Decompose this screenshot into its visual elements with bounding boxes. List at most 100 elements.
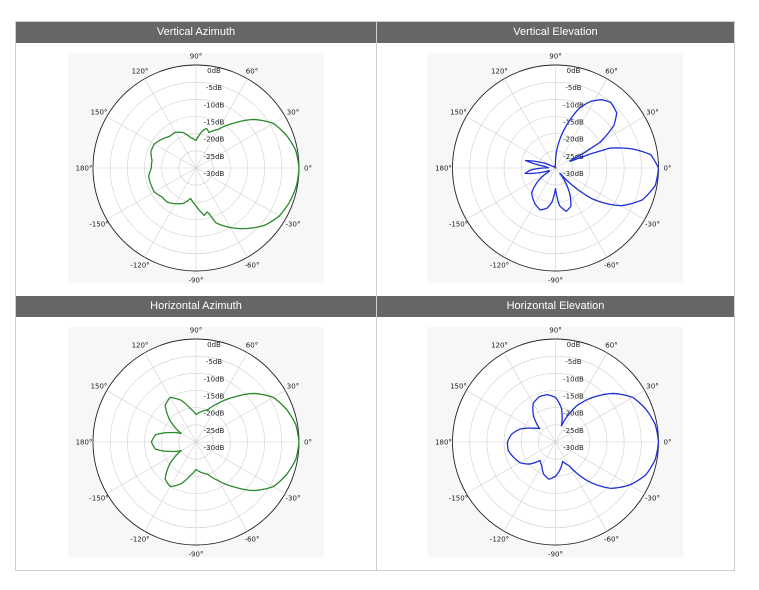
angle-tick-label: 180° <box>435 165 452 173</box>
radial-tick-label: -15dB <box>204 119 225 127</box>
radial-tick-label: -5dB <box>565 84 581 92</box>
grid-spoke <box>106 167 197 220</box>
radial-tick-label: -20dB <box>204 410 225 418</box>
grid-spoke <box>195 167 248 258</box>
radial-tick-label: -25dB <box>563 153 584 161</box>
radial-tick-label: 0dB <box>567 67 581 75</box>
angle-tick-label: 30° <box>287 383 299 391</box>
radial-tick-label: -20dB <box>204 136 225 144</box>
angle-tick-label: 150° <box>91 109 108 117</box>
angle-tick-label: -60° <box>604 261 619 269</box>
angle-tick-label: 180° <box>76 165 93 173</box>
grid-spoke <box>195 352 248 443</box>
grid-spoke <box>195 167 286 220</box>
grid-spoke <box>555 167 608 258</box>
radial-tick-label: -30dB <box>204 444 225 452</box>
angle-tick-label: 30° <box>287 109 299 117</box>
radiation-pattern-line <box>506 392 660 489</box>
grid-spoke <box>195 441 286 494</box>
angle-tick-label: 60° <box>246 342 258 350</box>
angle-tick-label: 60° <box>246 68 258 76</box>
grid-spoke <box>195 78 248 169</box>
polar-plot-grid: Vertical Azimuth 0° 30° 60° 90° 120° 150° 180°… <box>15 21 735 571</box>
radial-tick-label: -5dB <box>206 358 222 366</box>
polar-chart-vertical-azimuth: 0° 30° 60° 90° 120° 150° 180° -150° -120° -90° -60… <box>68 53 324 285</box>
angle-tick-label: -60° <box>245 261 260 269</box>
radial-tick-label: -10dB <box>563 101 584 109</box>
angle-tick-label: 90° <box>549 327 561 335</box>
angle-tick-label: 30° <box>646 109 658 117</box>
grid-spoke <box>503 78 556 169</box>
radial-tick-label: -15dB <box>204 393 225 401</box>
radial-tick-label: -10dB <box>204 375 225 383</box>
angle-tick-label: -90° <box>189 551 204 559</box>
angle-tick-label: 60° <box>605 68 617 76</box>
angle-tick-label: -150° <box>89 495 108 503</box>
panel-title: Vertical Elevation <box>377 22 734 43</box>
grid-spoke <box>466 167 556 220</box>
radial-tick-label: -20dB <box>563 410 584 418</box>
panel-title: Vertical Azimuth <box>16 22 376 43</box>
grid-spoke <box>466 116 556 169</box>
angle-tick-label: 60° <box>605 342 617 350</box>
angle-tick-label: 120° <box>491 68 508 76</box>
angle-tick-label: 90° <box>190 53 202 61</box>
panel-vertical-elevation: Vertical Elevation 0° 30° 60° 90° 120° 150° 18… <box>377 22 734 296</box>
radial-tick-label: 0dB <box>207 341 221 349</box>
radial-tick-label: -10dB <box>204 101 225 109</box>
radial-tick-label: 0dB <box>207 67 221 75</box>
radial-tick-label: -25dB <box>563 427 584 435</box>
radial-tick-label: -30dB <box>563 444 584 452</box>
radial-tick-label: -25dB <box>204 153 225 161</box>
angle-tick-label: 180° <box>76 439 93 447</box>
radial-tick-label: -25dB <box>204 427 225 435</box>
grid-spoke <box>503 441 556 532</box>
angle-tick-label: -60° <box>245 535 260 543</box>
grid-divider-vertical <box>376 22 377 570</box>
panel-horizontal-azimuth: Horizontal Azimuth 0° 30° 60° 90° 120° 150° 18… <box>16 296 376 570</box>
angle-tick-label: -120° <box>490 535 509 543</box>
angle-tick-label: -90° <box>189 277 204 285</box>
angle-tick-label: -30° <box>286 495 301 503</box>
panel-vertical-azimuth: Vertical Azimuth 0° 30° 60° 90° 120° 150° 180°… <box>16 22 376 296</box>
grid-spoke <box>503 352 556 443</box>
panel-title: Horizontal Elevation <box>377 296 734 317</box>
angle-tick-label: -120° <box>130 535 149 543</box>
grid-spoke <box>195 390 286 443</box>
radial-tick-label: -10dB <box>563 375 584 383</box>
angle-tick-label: 120° <box>132 68 149 76</box>
radial-tick-label: -15dB <box>563 393 584 401</box>
angle-tick-label: -30° <box>286 221 301 229</box>
grid-spoke <box>144 78 197 169</box>
angle-tick-label: 150° <box>450 109 467 117</box>
angle-tick-label: -120° <box>490 261 509 269</box>
radial-tick-label: -30dB <box>563 170 584 178</box>
radial-tick-label: -15dB <box>563 119 584 127</box>
angle-tick-label: -120° <box>130 261 149 269</box>
angle-tick-label: 150° <box>91 383 108 391</box>
radial-tick-label: -30dB <box>204 170 225 178</box>
angle-tick-label: 90° <box>549 53 561 61</box>
grid-spoke <box>555 352 608 443</box>
angle-tick-label: -30° <box>645 495 660 503</box>
angle-tick-label: 30° <box>646 383 658 391</box>
angle-tick-label: 120° <box>132 342 149 350</box>
radial-tick-label: -5dB <box>565 358 581 366</box>
grid-spoke <box>555 167 645 220</box>
angle-tick-label: 180° <box>435 439 452 447</box>
grid-spoke <box>466 390 556 443</box>
grid-spoke <box>555 441 608 532</box>
panel-title: Horizontal Azimuth <box>16 296 376 317</box>
grid-spoke <box>195 441 248 532</box>
angle-tick-label: -30° <box>645 221 660 229</box>
polar-chart-horizontal-azimuth: 0° 30° 60° 90° 120° 150° 180° -150° -120° -90° -60… <box>68 327 324 559</box>
radial-tick-label: -5dB <box>206 84 222 92</box>
angle-tick-label: 0° <box>664 165 672 173</box>
angle-tick-label: -90° <box>548 551 563 559</box>
polar-chart-horizontal-elevation: 0° 30° 60° 90° 120° 150° 180° -150° -120° -90° -60… <box>427 327 684 559</box>
grid-spoke <box>503 167 556 258</box>
grid-spoke <box>466 441 556 494</box>
radiation-pattern-line <box>150 392 300 492</box>
radial-tick-label: -20dB <box>563 136 584 144</box>
angle-tick-label: 0° <box>664 439 672 447</box>
